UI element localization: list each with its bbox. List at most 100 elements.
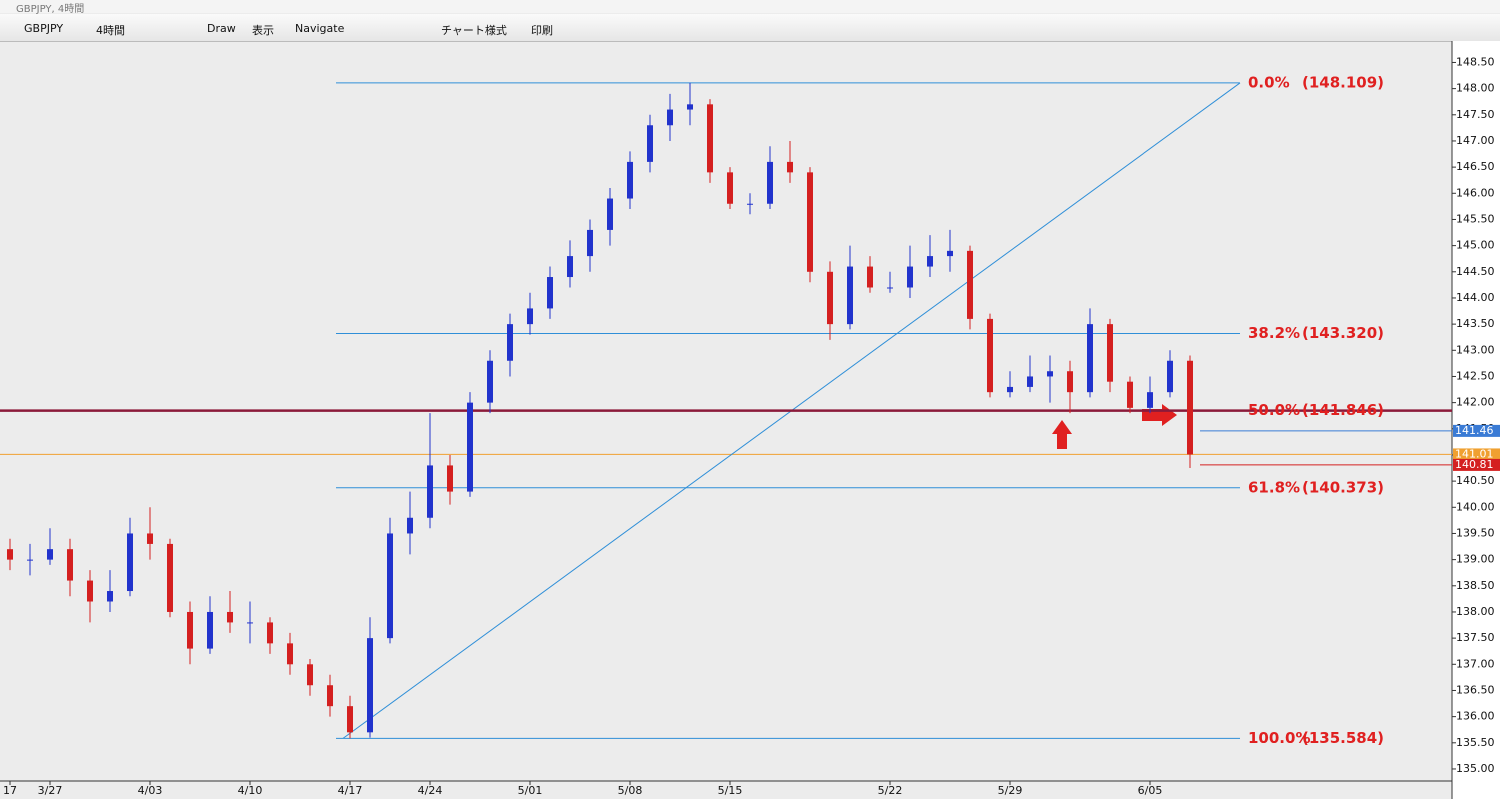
candle-body xyxy=(67,549,73,581)
y-tick-label: 137.00 xyxy=(1456,657,1495,670)
y-tick-label: 138.00 xyxy=(1456,605,1495,618)
candle-body xyxy=(907,266,913,288)
x-tick-label: 5/01 xyxy=(518,784,543,797)
y-tick-label: 140.50 xyxy=(1456,474,1495,487)
y-tick-label: 142.50 xyxy=(1456,369,1495,382)
candle-body xyxy=(1067,371,1073,393)
candle-body xyxy=(787,161,793,173)
candle-body xyxy=(407,517,413,534)
y-tick-label: 135.00 xyxy=(1456,762,1495,775)
candle-body xyxy=(507,324,513,361)
candle-body xyxy=(47,549,53,560)
symbol-select[interactable]: GBPJPY xyxy=(24,22,64,35)
candle-body xyxy=(527,308,533,325)
candle-body xyxy=(547,277,553,309)
x-tick-label: 17 xyxy=(3,784,17,797)
y-tick-label: 139.50 xyxy=(1456,526,1495,539)
candle-body xyxy=(447,465,453,492)
x-tick-label: 5/29 xyxy=(998,784,1023,797)
candle-body xyxy=(767,161,773,204)
up-arrow xyxy=(1052,420,1072,449)
fib-price: (141.846) xyxy=(1302,401,1384,419)
candle-body xyxy=(427,465,433,518)
view-menu[interactable]: 表示 xyxy=(252,24,274,37)
price-tag xyxy=(1453,458,1500,471)
y-tick-label: 146.50 xyxy=(1456,160,1495,173)
candle-body xyxy=(1147,392,1153,408)
candle-body xyxy=(307,664,313,686)
fib-percent: 0.0% xyxy=(1248,73,1290,91)
y-tick-label: 136.50 xyxy=(1456,683,1495,696)
y-tick-label: 140.00 xyxy=(1456,500,1495,513)
price-tag xyxy=(1453,424,1500,437)
candle-body xyxy=(1047,371,1053,377)
chart-style-menu[interactable]: チャート様式 xyxy=(441,24,507,37)
candle-body xyxy=(747,203,753,205)
y-tick-label: 139.00 xyxy=(1456,553,1495,566)
price-tag-label: 141.46 xyxy=(1455,424,1494,437)
candle-body xyxy=(107,591,113,602)
navigate-menu[interactable]: Navigate xyxy=(295,22,345,35)
candle-body xyxy=(1187,360,1193,455)
timeframe-select[interactable]: 4時間 xyxy=(96,24,125,37)
candle-body xyxy=(1007,386,1013,393)
candle-body xyxy=(627,161,633,199)
candle-body xyxy=(707,104,713,173)
candle-body xyxy=(327,685,333,707)
fib-percent: 50.0% xyxy=(1248,401,1300,419)
y-tick-label: 145.50 xyxy=(1456,212,1495,225)
candle-body xyxy=(1027,376,1033,387)
candle-body xyxy=(587,229,593,257)
toolbar: GBPJPY 4時間 Draw 表示 Navigate チャート様式 印刷 xyxy=(0,14,1500,42)
candle-body xyxy=(567,256,573,278)
candle-body xyxy=(847,266,853,325)
window-title: GBPJPY, 4時間 xyxy=(16,4,85,15)
price-tag-label: 140.81 xyxy=(1455,458,1494,471)
candle-body xyxy=(807,172,813,272)
candle-body xyxy=(1127,381,1133,408)
x-tick-label: 5/22 xyxy=(878,784,903,797)
y-tick-label: 148.50 xyxy=(1456,55,1495,68)
candle-body xyxy=(947,250,953,257)
price-tag xyxy=(1453,448,1500,461)
fib-price: (135.584) xyxy=(1302,729,1384,747)
candle-body xyxy=(247,622,253,624)
candle-body xyxy=(167,543,173,612)
fib-price: (143.320) xyxy=(1302,324,1384,342)
candle-body xyxy=(1087,324,1093,393)
print-menu[interactable]: 印刷 xyxy=(531,24,553,37)
y-tick-label: 138.50 xyxy=(1456,579,1495,592)
draw-menu[interactable]: Draw xyxy=(207,22,236,35)
candle-body xyxy=(27,559,33,561)
candle-body xyxy=(607,198,613,230)
y-tick-label: 143.00 xyxy=(1456,343,1495,356)
candle-body xyxy=(867,266,873,288)
x-tick-label: 5/15 xyxy=(718,784,743,797)
fib-price: (140.373) xyxy=(1302,478,1384,496)
y-tick-label: 143.50 xyxy=(1456,317,1495,330)
candle-body xyxy=(967,250,973,319)
candle-body xyxy=(667,109,673,126)
candle-body xyxy=(147,533,153,544)
y-tick-label: 147.50 xyxy=(1456,108,1495,121)
candle-body xyxy=(467,402,473,492)
candle-body xyxy=(347,706,353,733)
y-tick-label: 135.50 xyxy=(1456,736,1495,749)
y-tick-label: 136.00 xyxy=(1456,710,1495,723)
price-tag-label: 141.01 xyxy=(1455,447,1494,460)
candle-body xyxy=(387,533,393,639)
candle-body xyxy=(927,256,933,267)
y-tick-label: 148.00 xyxy=(1456,82,1495,95)
candle-body xyxy=(7,549,13,560)
candle-body xyxy=(687,104,693,110)
fib-price: (148.109) xyxy=(1302,73,1384,91)
y-tick-label: 147.00 xyxy=(1456,134,1495,147)
y-tick-label: 144.00 xyxy=(1456,291,1495,304)
fib-percent: 61.8% xyxy=(1248,478,1300,496)
y-tick-label: 137.50 xyxy=(1456,631,1495,644)
y-tick-label: 144.50 xyxy=(1456,265,1495,278)
price-axis-bg xyxy=(1452,41,1500,799)
candle-body xyxy=(87,580,93,602)
